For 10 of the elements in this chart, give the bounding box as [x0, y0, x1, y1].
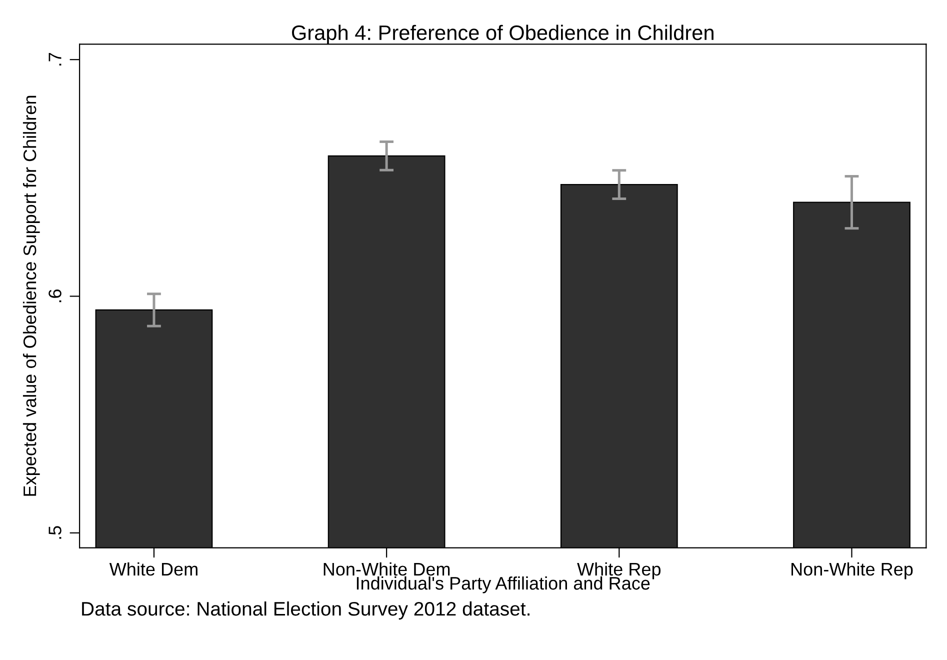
- y-tick-label: .5: [48, 526, 62, 539]
- source-note: Data source: National Election Survey 2012 dataset.: [82, 601, 530, 620]
- x-tick-label: Non-White Dem: [324, 562, 450, 576]
- y-tick-label: .7: [48, 52, 62, 66]
- x-axis-title: Individual's Party Affiliation and Race: [356, 576, 650, 594]
- chart-title: Graph 4: Preference of Obedience in Children: [292, 24, 714, 44]
- x-tick-label: White Dem: [109, 562, 198, 576]
- x-tick-label: Non-White Rep: [792, 562, 913, 580]
- y-tick-label: .6: [48, 290, 62, 302]
- y-axis-title: Expected value of Obedience Support for Children: [22, 96, 40, 496]
